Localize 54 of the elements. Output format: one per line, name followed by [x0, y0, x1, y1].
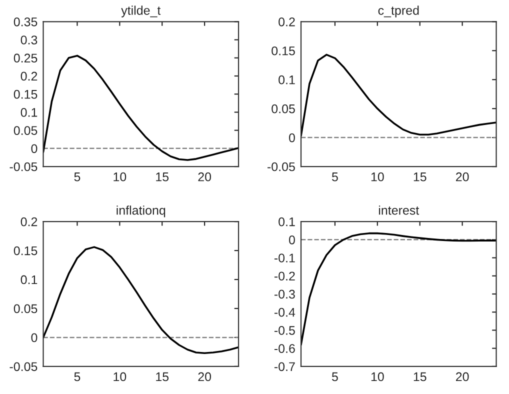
line-series [301, 232, 496, 346]
y-tick-label: 0.35 [14, 17, 38, 26]
x-tick-label: 15 [156, 372, 169, 382]
y-tick-label: 0.1 [278, 75, 295, 84]
y-tick-label: -0.05 [268, 162, 295, 172]
y-tick-label: 0.05 [14, 126, 38, 135]
y-tick-label: -0.05 [10, 162, 38, 172]
chart-title: ytilde_t [121, 6, 161, 18]
y-tick-label: 0 [31, 144, 38, 154]
y-tick-label: 0.2 [20, 72, 38, 81]
chart-title: c_tpred [378, 6, 419, 18]
x-tick-label: 15 [414, 372, 426, 382]
y-tick-label: 0.1 [20, 275, 38, 284]
y-tick-label: 0.3 [20, 36, 38, 44]
y-tick-label: 0.2 [278, 17, 295, 26]
chart-title: interest [378, 206, 420, 215]
y-tick-label: 0.2 [20, 217, 38, 226]
line-series [43, 246, 239, 354]
y-tick-label: 0.15 [14, 90, 38, 99]
y-tick-label: 0 [31, 333, 38, 342]
x-tick-label: 20 [198, 372, 212, 382]
y-tick-label: -0.05 [10, 362, 38, 372]
x-tick-label: 20 [198, 172, 212, 182]
y-tick-label: 0.25 [14, 54, 38, 63]
y-tick-label: -0.3 [274, 290, 295, 299]
y-tick-label: -0.1 [274, 254, 295, 262]
y-tick-label: 0.15 [272, 46, 295, 56]
y-tick-label: 0.15 [14, 246, 38, 256]
x-tick-label: 5 [74, 172, 80, 182]
x-tick-label: 5 [332, 372, 338, 382]
chart-title: inflationq [116, 206, 166, 218]
x-tick-label: 20 [456, 372, 469, 382]
line-series [301, 54, 496, 137]
y-tick-label: -0.6 [274, 344, 295, 353]
x-tick-label: 10 [371, 172, 384, 182]
y-tick-label: -0.2 [274, 272, 295, 281]
y-tick-label: 0.1 [278, 217, 295, 226]
x-tick-label: 5 [74, 372, 80, 382]
x-tick-label: 10 [114, 372, 126, 382]
x-tick-label: 15 [414, 172, 426, 182]
x-tick-label: 20 [456, 172, 469, 182]
y-tick-label: 0 [288, 235, 295, 244]
y-tick-label: -0.7 [274, 362, 295, 372]
x-tick-label: 15 [156, 172, 169, 182]
y-tick-label: 0.05 [272, 104, 295, 114]
x-tick-label: 10 [371, 372, 384, 382]
y-tick-label: 0.1 [20, 108, 38, 117]
y-tick-label: -0.4 [274, 308, 296, 317]
x-tick-label: 10 [114, 172, 126, 182]
y-tick-label: -0.5 [274, 326, 295, 335]
line-series [43, 54, 239, 161]
y-tick-label: 0.05 [14, 304, 38, 314]
x-tick-label: 5 [332, 172, 338, 182]
y-tick-label: 0 [288, 133, 295, 142]
